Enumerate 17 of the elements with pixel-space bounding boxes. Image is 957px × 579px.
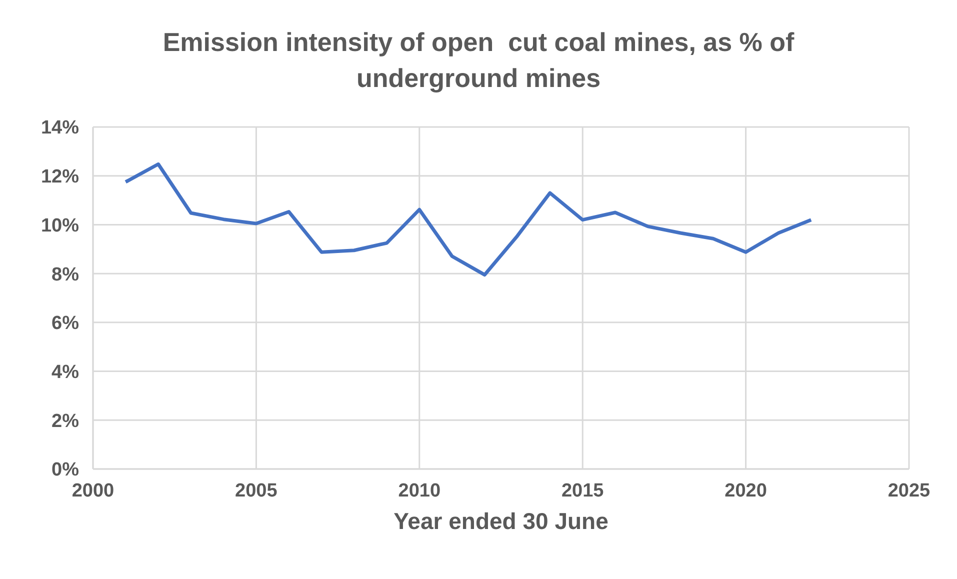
y-tick-label: 4%: [52, 362, 80, 384]
x-tick-label: 2000: [72, 480, 114, 502]
x-axis-title: Year ended 30 June: [394, 508, 608, 534]
x-tick-label: 2015: [561, 480, 604, 502]
chart-title: Emission intensity of open cut coal mines, as % of underground mines: [162, 26, 796, 95]
y-tick-label: 8%: [52, 264, 80, 286]
y-tick-label: 0%: [52, 460, 80, 481]
y-tick-label: 12%: [40, 166, 80, 188]
y-tick-label: 6%: [52, 313, 80, 334]
x-tick-label: 2005: [235, 480, 278, 502]
y-tick-label: 2%: [52, 410, 80, 432]
x-tick-label: 2020: [724, 480, 767, 502]
line-series: [124, 162, 813, 277]
y-tick-label: 10%: [40, 215, 80, 236]
x-tick-label: 2025: [888, 480, 931, 502]
y-tick-label: 14%: [40, 118, 80, 139]
x-tick-label: 2010: [398, 480, 441, 502]
